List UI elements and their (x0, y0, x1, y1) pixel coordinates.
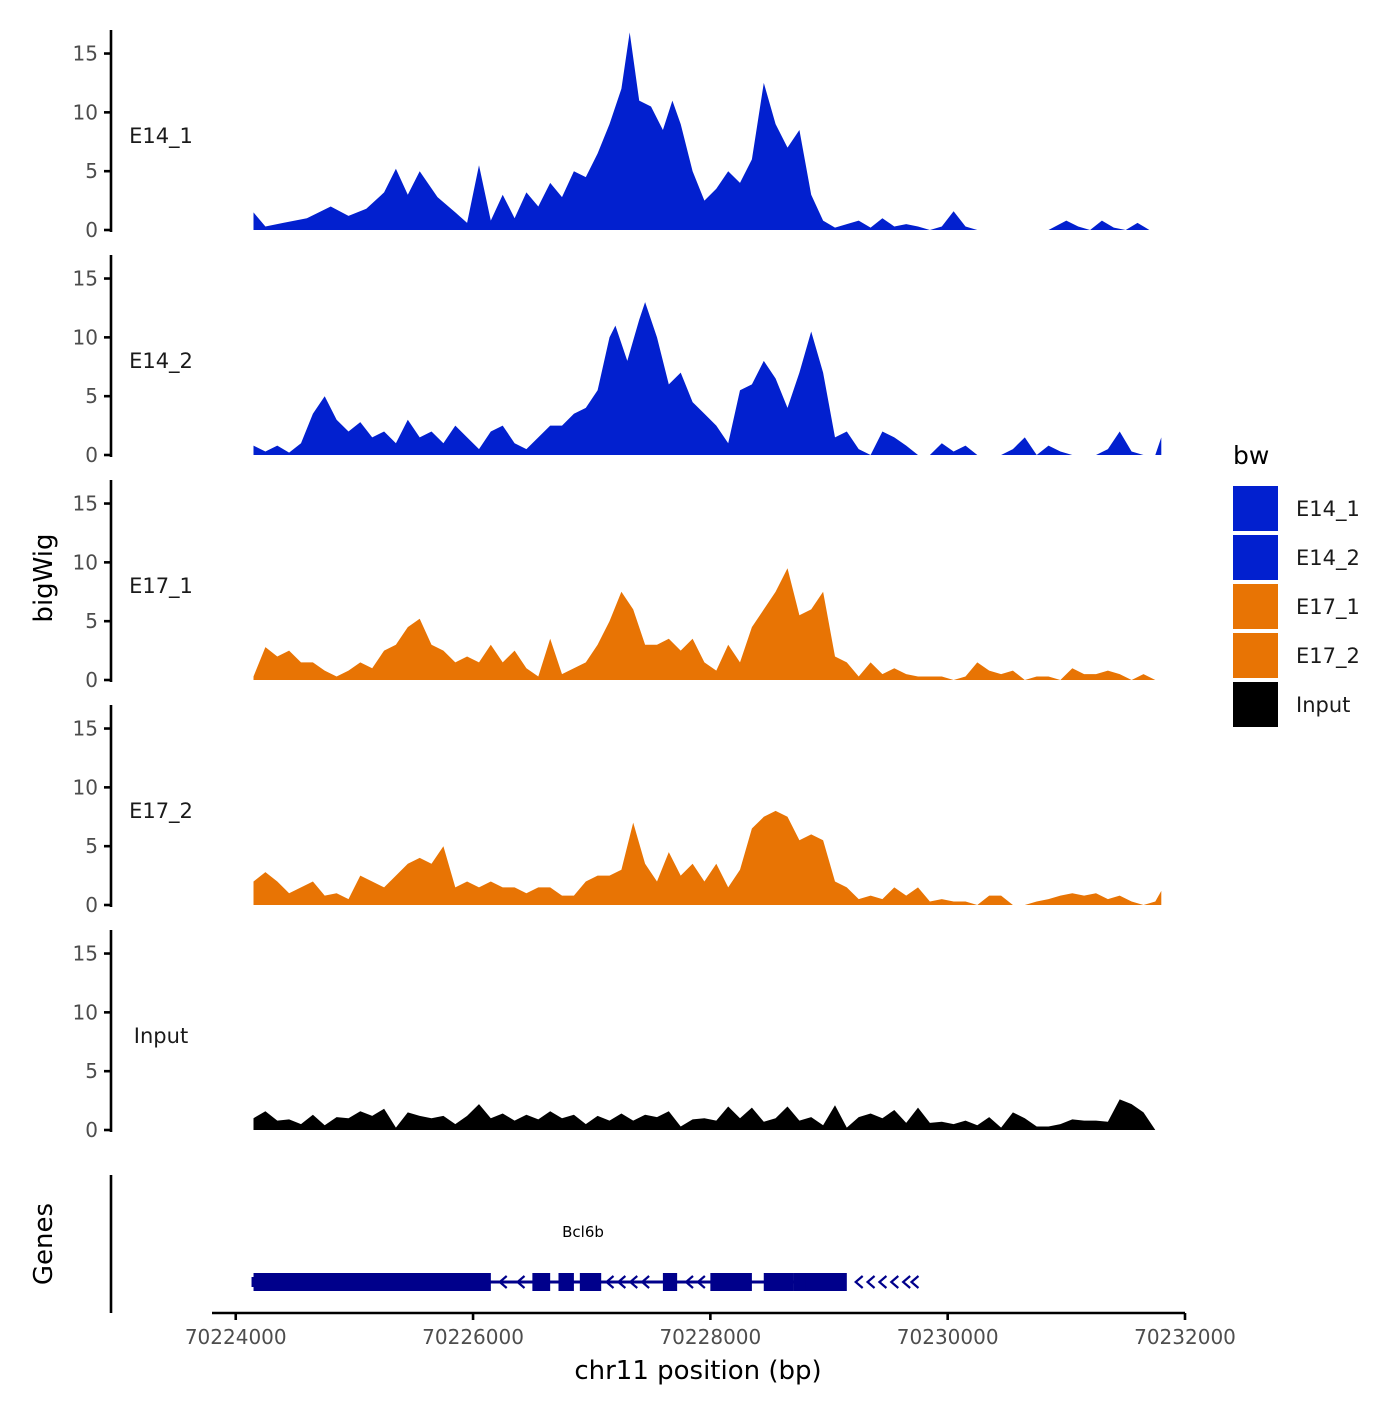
gene-name-label: Bcl6b (562, 1223, 604, 1241)
gene-exon (579, 1273, 602, 1291)
track-label-E17_1: E17_1 (129, 574, 193, 599)
legend: bw E14_1 E14_2 E17_1 E17_2 Input (1233, 441, 1360, 727)
gene-start-cap (251, 1277, 256, 1287)
y-tick-label: 0 (85, 1118, 98, 1142)
strand-arrow (628, 1275, 638, 1289)
strand-arrow (877, 1275, 888, 1289)
legend-entry-E17_2: E17_2 (1233, 633, 1360, 678)
gene-exon (710, 1273, 752, 1291)
y-tick-label: 5 (85, 384, 98, 408)
y-tick-label: 10 (73, 100, 98, 124)
legend-entries: E14_1 E14_2 E17_1 E17_2 Input (1233, 486, 1360, 727)
legend-title: bw (1233, 441, 1269, 470)
track-Input: 0 5 10 15 Input (73, 930, 1156, 1142)
y-tick-label: 0 (85, 893, 98, 917)
legend-swatch (1233, 682, 1278, 727)
coverage-area-E14_1 (253, 32, 1162, 231)
strand-arrow (616, 1275, 627, 1289)
y-tick-label: 15 (73, 42, 98, 66)
x-tick-label: 70226000 (422, 1325, 524, 1349)
x-axis: 70224000 70226000 70228000 70230000 70232000… (185, 1311, 1236, 1386)
coverage-area-E17_1 (253, 568, 1162, 680)
strand-arrow (865, 1275, 876, 1289)
y-tick-label: 0 (85, 218, 98, 242)
x-tick-label: 70232000 (1134, 1325, 1236, 1349)
track-E17_1: 0 5 10 15 E17_1 (73, 480, 1162, 692)
strand-arrow (498, 1275, 508, 1289)
coverage-area-Input (253, 1099, 1156, 1130)
strand-arrow (889, 1275, 900, 1289)
gene-Bcl6b: Bcl6b (251, 1223, 920, 1291)
gene-exon (793, 1273, 847, 1291)
track-label-E14_2: E14_2 (129, 349, 193, 374)
y-tick-label: 15 (73, 492, 98, 516)
y-tick-label: 10 (73, 550, 98, 574)
legend-label: E17_2 (1296, 644, 1360, 669)
gene-exon (532, 1273, 551, 1291)
x-tick-label: 70228000 (659, 1325, 761, 1349)
y-tick-label: 0 (85, 443, 98, 467)
strand-arrow (853, 1275, 864, 1289)
strand-arrow (640, 1275, 650, 1289)
x-tick-label: 70224000 (185, 1325, 287, 1349)
gene-exon (793, 1273, 806, 1291)
legend-entry-Input: Input (1233, 682, 1350, 727)
y-tick-label: 0 (85, 668, 98, 692)
y-tick-label: 5 (85, 159, 98, 183)
track-label-E14_1: E14_1 (129, 124, 193, 149)
coverage-area-E17_2 (253, 810, 1162, 905)
legend-entry-E17_1: E17_1 (1233, 584, 1360, 629)
y-tick-label: 10 (73, 775, 98, 799)
gene-exon (763, 1273, 794, 1291)
y-tick-label: 5 (85, 834, 98, 858)
coverage-area-E14_2 (253, 302, 1162, 455)
coverage-tracks: 0 5 10 15 E14_1 0 5 10 15 E14_2 0 5 10 15 E17_1 0 5 10 15 E… (73, 30, 1162, 1142)
gene-exon (558, 1273, 574, 1291)
strand-arrow (604, 1275, 615, 1289)
strand-arrow (696, 1275, 706, 1289)
y-tick-label: 15 (73, 267, 98, 291)
legend-swatch (1233, 486, 1278, 531)
strand-arrow (909, 1275, 920, 1289)
track-label-Input: Input (134, 1024, 188, 1048)
x-tick-label: 70230000 (897, 1325, 999, 1349)
y-tick-label: 10 (73, 1000, 98, 1024)
legend-label: E14_2 (1296, 546, 1360, 571)
y-tick-label: 15 (73, 942, 98, 966)
x-axis-title: chr11 position (bp) (574, 1356, 821, 1386)
y-tick-label: 10 (73, 325, 98, 349)
legend-swatch (1233, 584, 1278, 629)
genes-track-title: Genes (29, 1203, 59, 1285)
strand-arrow (515, 1275, 526, 1289)
legend-label: Input (1296, 693, 1350, 717)
gene-models: Bcl6b (251, 1223, 920, 1291)
legend-entry-E14_2: E14_2 (1233, 535, 1360, 580)
legend-swatch (1233, 633, 1278, 678)
legend-entry-E14_1: E14_1 (1233, 486, 1360, 531)
y-tick-label: 5 (85, 1059, 98, 1083)
strand-arrow (684, 1275, 694, 1289)
legend-label: E17_1 (1296, 595, 1360, 620)
x-axis-ticks: 70224000 70226000 70228000 70230000 70232000 (185, 1313, 1236, 1349)
strand-arrow (901, 1275, 911, 1289)
legend-swatch (1233, 535, 1278, 580)
y-tick-label: 15 (73, 717, 98, 741)
gene-track: Genes Bcl6b (29, 1175, 920, 1313)
track-E14_2: 0 5 10 15 E14_2 (73, 255, 1162, 467)
track-E17_2: 0 5 10 15 E17_2 (73, 705, 1162, 917)
legend-label: E14_1 (1296, 497, 1360, 522)
y-axis-title: bigWig (29, 533, 59, 622)
gene-exon (662, 1273, 678, 1291)
gene-exon (253, 1273, 491, 1291)
y-tick-label: 5 (85, 609, 98, 633)
track-label-E17_2: E17_2 (129, 799, 193, 824)
track-E14_1: 0 5 10 15 E14_1 (73, 30, 1162, 242)
